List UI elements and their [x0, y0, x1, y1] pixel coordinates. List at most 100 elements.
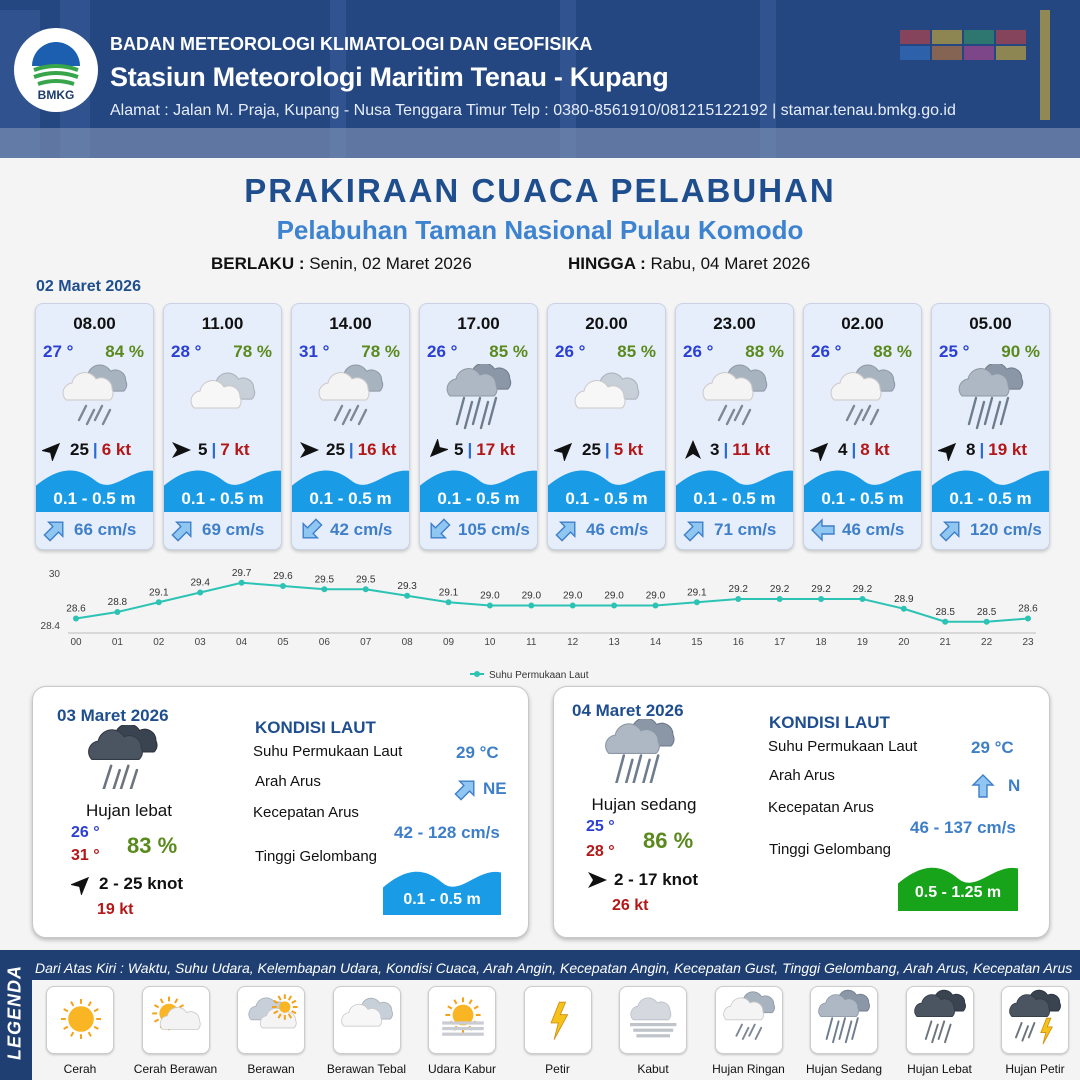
legend-items: Cerah Cerah Berawan Berawan Berawan Teba…	[32, 980, 1080, 1080]
x-tick-label: 09	[443, 637, 455, 648]
wind-info: 4 | 8 kt	[810, 438, 920, 462]
logo-text: BMKG	[37, 88, 75, 102]
wind-direction-icon	[300, 442, 319, 458]
sst-data-point	[900, 605, 907, 612]
sst-data-label: 29.0	[480, 591, 500, 602]
berawan-tebal-icon	[340, 997, 393, 1027]
hujan-lebat-icon	[88, 725, 158, 789]
wind-direction-icon	[172, 442, 191, 458]
legend-icon-box	[237, 986, 305, 1054]
x-tick-label: 16	[733, 637, 745, 648]
gust-speed: 5 kt	[613, 440, 643, 459]
current-info: 69 cm/s	[170, 516, 280, 544]
day2-current-speed: 42 - 128 cm/s	[394, 823, 500, 842]
sst-data-point	[652, 602, 659, 609]
sst-data-label: 28.5	[977, 607, 997, 618]
separator: |	[348, 440, 354, 459]
sst-data-point	[279, 583, 286, 589]
berawan-tebal-icon	[190, 372, 256, 409]
wind-direction-icon	[554, 442, 573, 461]
hourly-card: 17.00 26 ° 85 % 5 | 17 kt 0.1 - 0.5 m 10…	[419, 303, 538, 550]
wave-graphic	[36, 470, 153, 512]
hourly-card: 11.00 28 ° 78 % 5 | 7 kt 0.1 - 0.5 m 69 …	[163, 303, 282, 550]
header-banner: BMKG BADAN METEOROLOGI KLIMATOLOGI DAN G…	[0, 0, 1080, 158]
separator: |	[851, 440, 857, 459]
x-tick-label: 01	[112, 637, 124, 648]
legend-icon-box	[1001, 986, 1069, 1054]
x-tick-label: 20	[898, 637, 910, 648]
day2-wave-label: Tinggi Gelombang	[255, 848, 378, 865]
hujan-lebat-icon	[913, 989, 966, 1044]
legend-item-label: Hujan Ringan	[712, 1062, 785, 1076]
wind-info: 8 | 19 kt	[938, 438, 1048, 462]
wind-direction-icon	[810, 442, 829, 461]
legend-item-label: Hujan Lebat	[907, 1062, 972, 1076]
wave-graphic	[676, 470, 793, 512]
sst-data-label: 29.5	[315, 574, 335, 585]
x-tick-label: 08	[402, 637, 414, 648]
day3-current-speed: 46 - 137 cm/s	[910, 818, 1016, 837]
wind-speed: 5	[454, 440, 464, 459]
day3-wave-label: Tinggi Gelombang	[769, 841, 892, 858]
current-direction-icon	[683, 521, 704, 542]
legend-title-text: LEGENDA	[4, 965, 25, 1061]
valid-until-value: Rabu, 04 Maret 2026	[650, 254, 811, 273]
legend-icon-box	[332, 986, 401, 1054]
legend-item: Hujan Sedang	[798, 986, 890, 1076]
sst-data-point	[155, 599, 162, 606]
sst-data-point	[528, 602, 535, 609]
sst-data-label: 29.0	[604, 591, 624, 602]
legend-icon-box	[714, 986, 783, 1054]
udara-kabur-icon	[442, 997, 484, 1036]
wind-direction-icon	[938, 442, 957, 461]
bmkg-logo: BMKG	[14, 28, 98, 112]
day3-current-dir: N	[970, 773, 1020, 799]
humidity: 85 %	[617, 342, 656, 361]
hujan-sedang-icon	[818, 989, 870, 1044]
x-tick-label: 05	[277, 637, 289, 648]
day2-temp-max: 31 °	[71, 847, 100, 864]
gust-speed: 6 kt	[101, 440, 131, 459]
berawan-tebal-icon	[574, 372, 640, 409]
gust-speed: 19 kt	[988, 440, 1027, 459]
legend-item-label: Berawan Tebal	[326, 1062, 407, 1076]
port-background-illustration	[0, 0, 1080, 158]
hourly-card: 14.00 31 ° 78 % 25 | 16 kt 0.1 - 0.5 m 4…	[291, 303, 410, 550]
current-direction-icon	[971, 774, 995, 798]
day2-wave-height: 0.1 - 0.5 m	[403, 891, 481, 908]
x-tick-label: 23	[1022, 637, 1034, 648]
wind-speed: 8	[966, 440, 976, 459]
legend-icon-box	[141, 986, 210, 1054]
separator: |	[979, 440, 985, 459]
hujan-petir-icon	[1009, 989, 1061, 1045]
hourly-card: 02.00 26 ° 88 % 4 | 8 kt 0.1 - 0.5 m 46 …	[803, 303, 922, 550]
wind-speed: 3	[710, 440, 720, 459]
petir-icon	[549, 1001, 568, 1040]
hourly-card: 05.00 25 ° 90 % 8 | 19 kt 0.1 - 0.5 m 12…	[931, 303, 1050, 550]
wave-height: 0.1 - 0.5 m	[821, 489, 904, 508]
sst-data-label: 29.1	[687, 587, 707, 598]
sst-data-label: 28.6	[1018, 604, 1038, 615]
day2-sst-value: 29 °C	[456, 743, 499, 762]
wave-graphic	[164, 470, 281, 512]
air-temperature: 31 °	[299, 342, 330, 361]
hujan-sedang-icon	[958, 364, 1024, 430]
gust-speed: 7 kt	[220, 440, 250, 459]
wave-height: 0.1 - 0.5 m	[181, 489, 264, 508]
gust-speed: 16 kt	[357, 440, 397, 459]
x-tick-label: 14	[650, 637, 662, 648]
day2-wind: 2 - 25 knot	[71, 873, 183, 895]
day3-current-speed-label: Kecepatan Arus	[768, 799, 874, 816]
x-tick-label: 15	[691, 637, 703, 648]
legend-icon-box	[523, 986, 592, 1054]
x-tick-label: 17	[774, 637, 786, 648]
y-tick-label: 30	[49, 569, 61, 580]
page-subtitle: Pelabuhan Taman Nasional Pulau Komodo	[276, 215, 804, 245]
valid-from-value: Senin, 02 Maret 2026	[309, 254, 472, 273]
wind-speed: 25	[70, 440, 89, 459]
wind-info: 25 | 5 kt	[554, 438, 664, 462]
current-direction-icon	[939, 521, 960, 542]
current-info: 42 cm/s	[298, 516, 408, 544]
wind-info: 5 | 7 kt	[170, 438, 280, 462]
day3-humidity: 86 %	[643, 828, 694, 853]
